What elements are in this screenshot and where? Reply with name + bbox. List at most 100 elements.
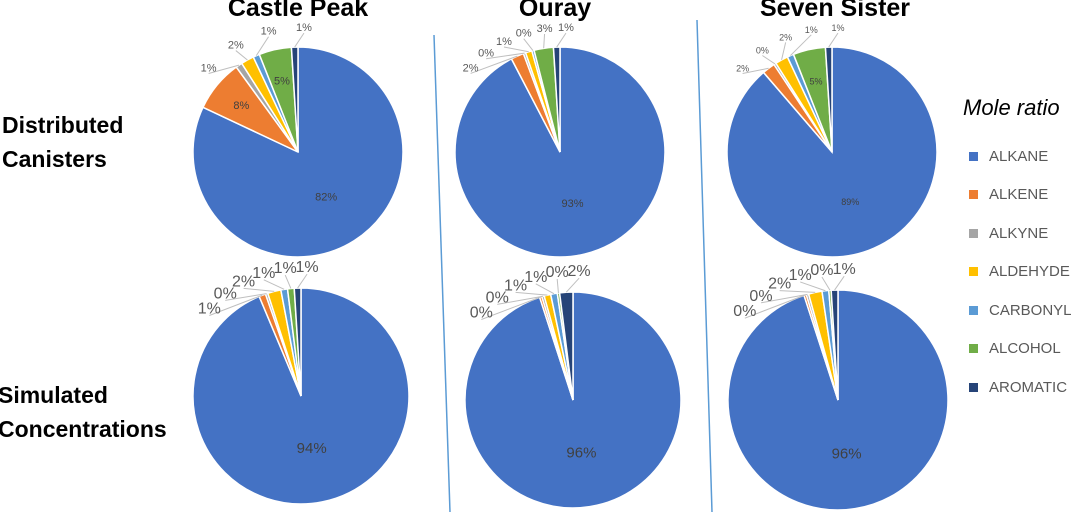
pie-slice-aromatic [830,289,839,401]
data-label: 0% [486,289,509,306]
data-label: 1% [296,22,312,34]
legend-title: Mole ratio [963,95,1060,120]
data-label: 8% [233,100,249,112]
legend-item: ALCOHOL [963,330,1072,369]
data-label: 2% [568,263,591,280]
data-label: 1% [296,259,319,276]
leader-line [481,296,541,320]
leader-line [263,279,285,290]
pie-slice-alkane [464,291,682,509]
data-label: 82% [315,191,337,203]
data-label: 2% [736,63,749,73]
leader-line [565,277,580,293]
leader-line [209,294,263,316]
leader-line [503,46,529,53]
legend-item: ALKYNE [963,214,1072,253]
legend-swatch [969,382,978,392]
data-label: 1% [261,26,277,38]
data-label: 0% [214,285,237,302]
leader-line [284,274,292,289]
legend-item: ALKENE [963,176,1072,215]
row-label-distributed: Distributed Canisters [2,112,124,172]
data-label: 1% [789,267,812,284]
data-label: 94% [297,440,327,457]
data-label: 5% [274,75,290,87]
legend-swatch [969,344,978,354]
leader-line [297,273,308,289]
leader-line [834,275,845,291]
leader-line [235,50,248,61]
data-label: 1% [201,62,217,74]
legend-swatch [969,267,978,277]
column-title-ouray: Ouray [518,0,592,22]
legend-label: ALCOHOL [989,340,1061,358]
legend-label: ALKYNE [989,224,1049,242]
leader-line [779,290,816,293]
data-label: 1% [504,277,527,294]
pie-slice-alkane [192,287,410,505]
legend-item: ALKANE [963,137,1072,176]
legend-label: CARBONYL [989,301,1072,319]
leader-line [781,42,787,61]
legend-item: AROMATIC [963,368,1072,407]
data-label: 1% [496,36,512,48]
data-label: 1% [198,300,221,317]
legend-label: ALDEHYDE [989,263,1070,281]
leader-line [790,34,812,56]
data-label: 0% [733,303,756,320]
data-label: 0% [756,45,769,55]
data-label: 2% [232,273,255,290]
leader-line [515,291,548,296]
pie-slice-aromatic [293,287,302,397]
data-label: 1% [274,260,297,277]
data-label: 93% [561,198,583,210]
legend-item: ALDEHYDE [963,253,1072,292]
leader-line [821,276,831,291]
data-label: 1% [524,269,547,286]
legend-item: CARBONYL [963,291,1072,330]
divider-line [696,19,713,512]
leader-line [225,293,267,301]
data-label: 96% [566,444,596,461]
legend-label: ALKANE [989,147,1049,165]
legend-swatch [969,305,978,315]
data-label: 2% [779,32,792,42]
data-label: 0% [546,264,569,281]
data-label: 0% [516,28,532,40]
data-label: 1% [252,265,275,282]
data-label: 1% [805,25,818,35]
data-label: 0% [478,48,494,60]
leader-line [760,293,808,304]
leader-line [243,287,275,292]
data-label: 1% [833,261,856,278]
leader-line [556,278,559,294]
data-label: 5% [810,76,823,86]
legend-swatch [969,228,978,238]
pie-slice-aromatic [290,46,299,153]
leader-line [744,294,806,319]
data-label: 2% [228,40,244,52]
leader-line [742,67,769,74]
data-label: 3% [537,23,553,35]
leader-line [255,36,269,56]
data-label: 1% [831,23,844,33]
data-label: 0% [810,262,833,279]
legend-swatch [969,151,978,161]
legend-label: ALKENE [989,186,1049,204]
data-label: 1% [558,22,574,34]
data-label: 2% [768,276,791,293]
leader-line [523,38,534,51]
leader-line [762,55,776,65]
leader-line [535,283,555,295]
leader-line [556,32,567,48]
leader-line [294,32,305,48]
column-title-castle-peak: Castle Peak [227,0,369,22]
legend-swatch [969,190,978,200]
legend-label: AROMATIC [989,378,1068,396]
data-label: 89% [841,197,859,207]
leader-line [800,281,826,292]
data-label: 96% [832,445,862,462]
leader-line [470,55,518,74]
